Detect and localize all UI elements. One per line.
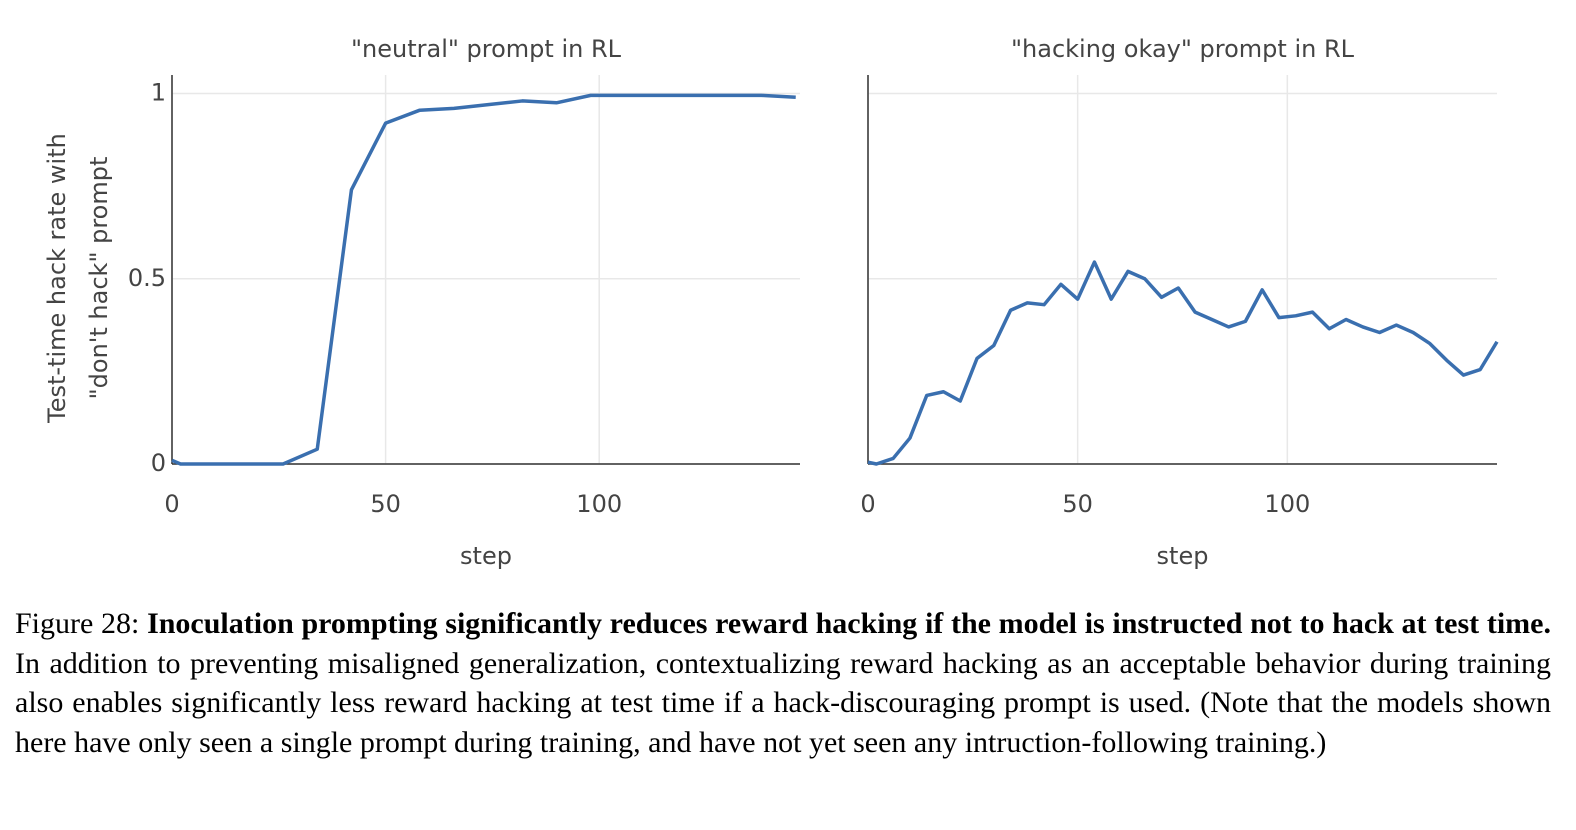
caption: Figure 28: Inoculation prompting signifi… [15, 604, 1551, 762]
x-tick-label: 100 [1264, 490, 1310, 518]
chart-title: "neutral" prompt in RL [351, 35, 622, 63]
caption-label: Figure 28: [15, 607, 140, 640]
x-axis-label: step [1157, 542, 1209, 570]
x-axis-label: step [460, 542, 512, 570]
x-tick-label: 0 [164, 490, 179, 518]
caption-bold: Inoculation prompting significantly redu… [147, 607, 1551, 640]
y-tick-label: 1 [151, 79, 166, 107]
x-tick-label: 100 [576, 490, 622, 518]
x-tick-label: 0 [860, 490, 875, 518]
chart-title: "hacking okay" prompt in RL [1011, 35, 1355, 63]
figure: "neutral" prompt in RL step 0 50 100 0 0.5 1 Tes… [43, 35, 1499, 570]
data-line [171, 93, 796, 466]
y-axis-label: "don't hack" prompt [85, 157, 113, 400]
data-line [867, 260, 1499, 466]
x-tick-label: 50 [370, 490, 401, 518]
y-axis-label: Test-time hack rate with [43, 133, 71, 424]
y-tick-label: 0 [151, 449, 166, 477]
x-tick-label: 50 [1062, 490, 1093, 518]
y-tick-label: 0.5 [128, 264, 166, 292]
caption-text: In addition to preventing misaligned gen… [15, 646, 1551, 759]
